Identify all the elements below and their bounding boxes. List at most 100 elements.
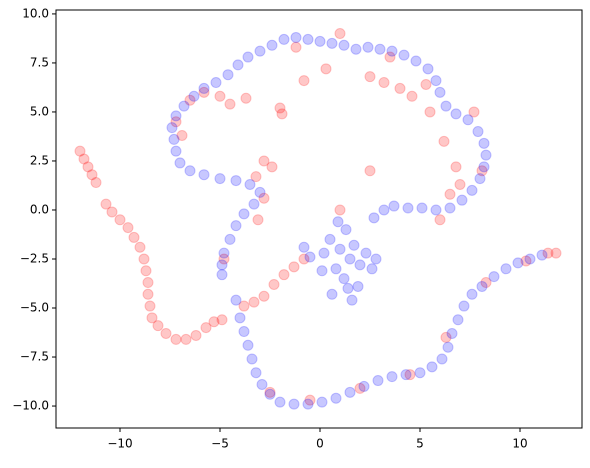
point	[346, 294, 358, 306]
point	[238, 208, 250, 220]
point	[250, 367, 262, 379]
point	[354, 382, 366, 394]
point	[258, 155, 270, 167]
point	[338, 39, 350, 51]
point	[218, 253, 230, 265]
point	[274, 396, 286, 408]
x-tick-label: −10	[107, 437, 132, 451]
point	[352, 280, 364, 292]
point	[258, 290, 270, 302]
point	[478, 161, 490, 173]
point	[542, 247, 554, 259]
point	[174, 157, 186, 169]
point	[334, 204, 346, 216]
point	[512, 257, 524, 269]
point	[276, 108, 288, 120]
x-tick-label: 5	[416, 437, 424, 451]
x-tick-label: 0	[316, 437, 324, 451]
point	[242, 339, 254, 351]
point	[188, 90, 200, 102]
point	[258, 192, 270, 204]
point	[278, 33, 290, 45]
point	[216, 314, 228, 326]
point	[326, 37, 338, 49]
point	[218, 247, 230, 259]
point	[198, 86, 210, 98]
point	[456, 194, 468, 206]
point	[216, 259, 228, 271]
point	[152, 320, 164, 332]
point	[324, 233, 336, 245]
point	[304, 251, 316, 263]
point	[146, 312, 158, 324]
point	[316, 396, 328, 408]
point	[372, 375, 384, 387]
x-tick-label: 10	[512, 437, 527, 451]
point	[536, 249, 548, 261]
point	[444, 202, 456, 214]
point	[340, 224, 352, 236]
point	[386, 371, 398, 383]
y-tick-label: −5.0	[20, 301, 49, 315]
point	[374, 43, 386, 55]
point	[238, 326, 250, 338]
point	[234, 312, 246, 324]
point	[278, 269, 290, 281]
point	[254, 45, 266, 57]
point	[298, 241, 310, 253]
y-tick-label: 10.0	[22, 6, 49, 20]
y-tick-label: 0.0	[30, 202, 49, 216]
point	[114, 214, 126, 226]
point	[450, 161, 462, 173]
point	[550, 247, 562, 259]
point	[264, 388, 276, 400]
point	[248, 296, 260, 308]
point	[302, 398, 314, 410]
point	[266, 161, 278, 173]
point	[140, 265, 152, 277]
point	[330, 263, 342, 275]
point	[166, 122, 178, 134]
y-tick-label: −2.5	[20, 251, 49, 265]
point	[246, 353, 258, 365]
point	[178, 100, 190, 112]
point	[440, 100, 452, 112]
point	[198, 82, 210, 94]
point	[466, 288, 478, 300]
point	[450, 108, 462, 120]
point	[298, 253, 310, 265]
point	[402, 202, 414, 214]
point	[230, 220, 242, 232]
point	[128, 231, 140, 243]
point	[144, 300, 156, 312]
point	[290, 41, 302, 53]
point	[454, 178, 466, 190]
point	[334, 28, 346, 40]
point	[170, 116, 182, 128]
point	[138, 253, 150, 265]
point	[100, 198, 112, 210]
point	[214, 90, 226, 102]
point	[436, 353, 448, 365]
point	[358, 380, 370, 392]
point	[368, 212, 380, 224]
point	[424, 106, 436, 118]
point	[160, 327, 172, 339]
point	[370, 253, 382, 265]
point	[410, 55, 422, 67]
point	[440, 331, 452, 343]
point	[438, 135, 450, 147]
point	[342, 282, 354, 294]
point	[338, 273, 350, 285]
point	[520, 255, 532, 267]
plot-frame	[55, 9, 583, 429]
point	[314, 35, 326, 47]
point	[334, 243, 346, 255]
point	[170, 145, 182, 157]
point	[256, 378, 268, 390]
y-tick-label: −7.5	[20, 350, 49, 364]
point	[364, 71, 376, 83]
point	[142, 277, 154, 289]
point	[316, 265, 328, 277]
point	[434, 86, 446, 98]
